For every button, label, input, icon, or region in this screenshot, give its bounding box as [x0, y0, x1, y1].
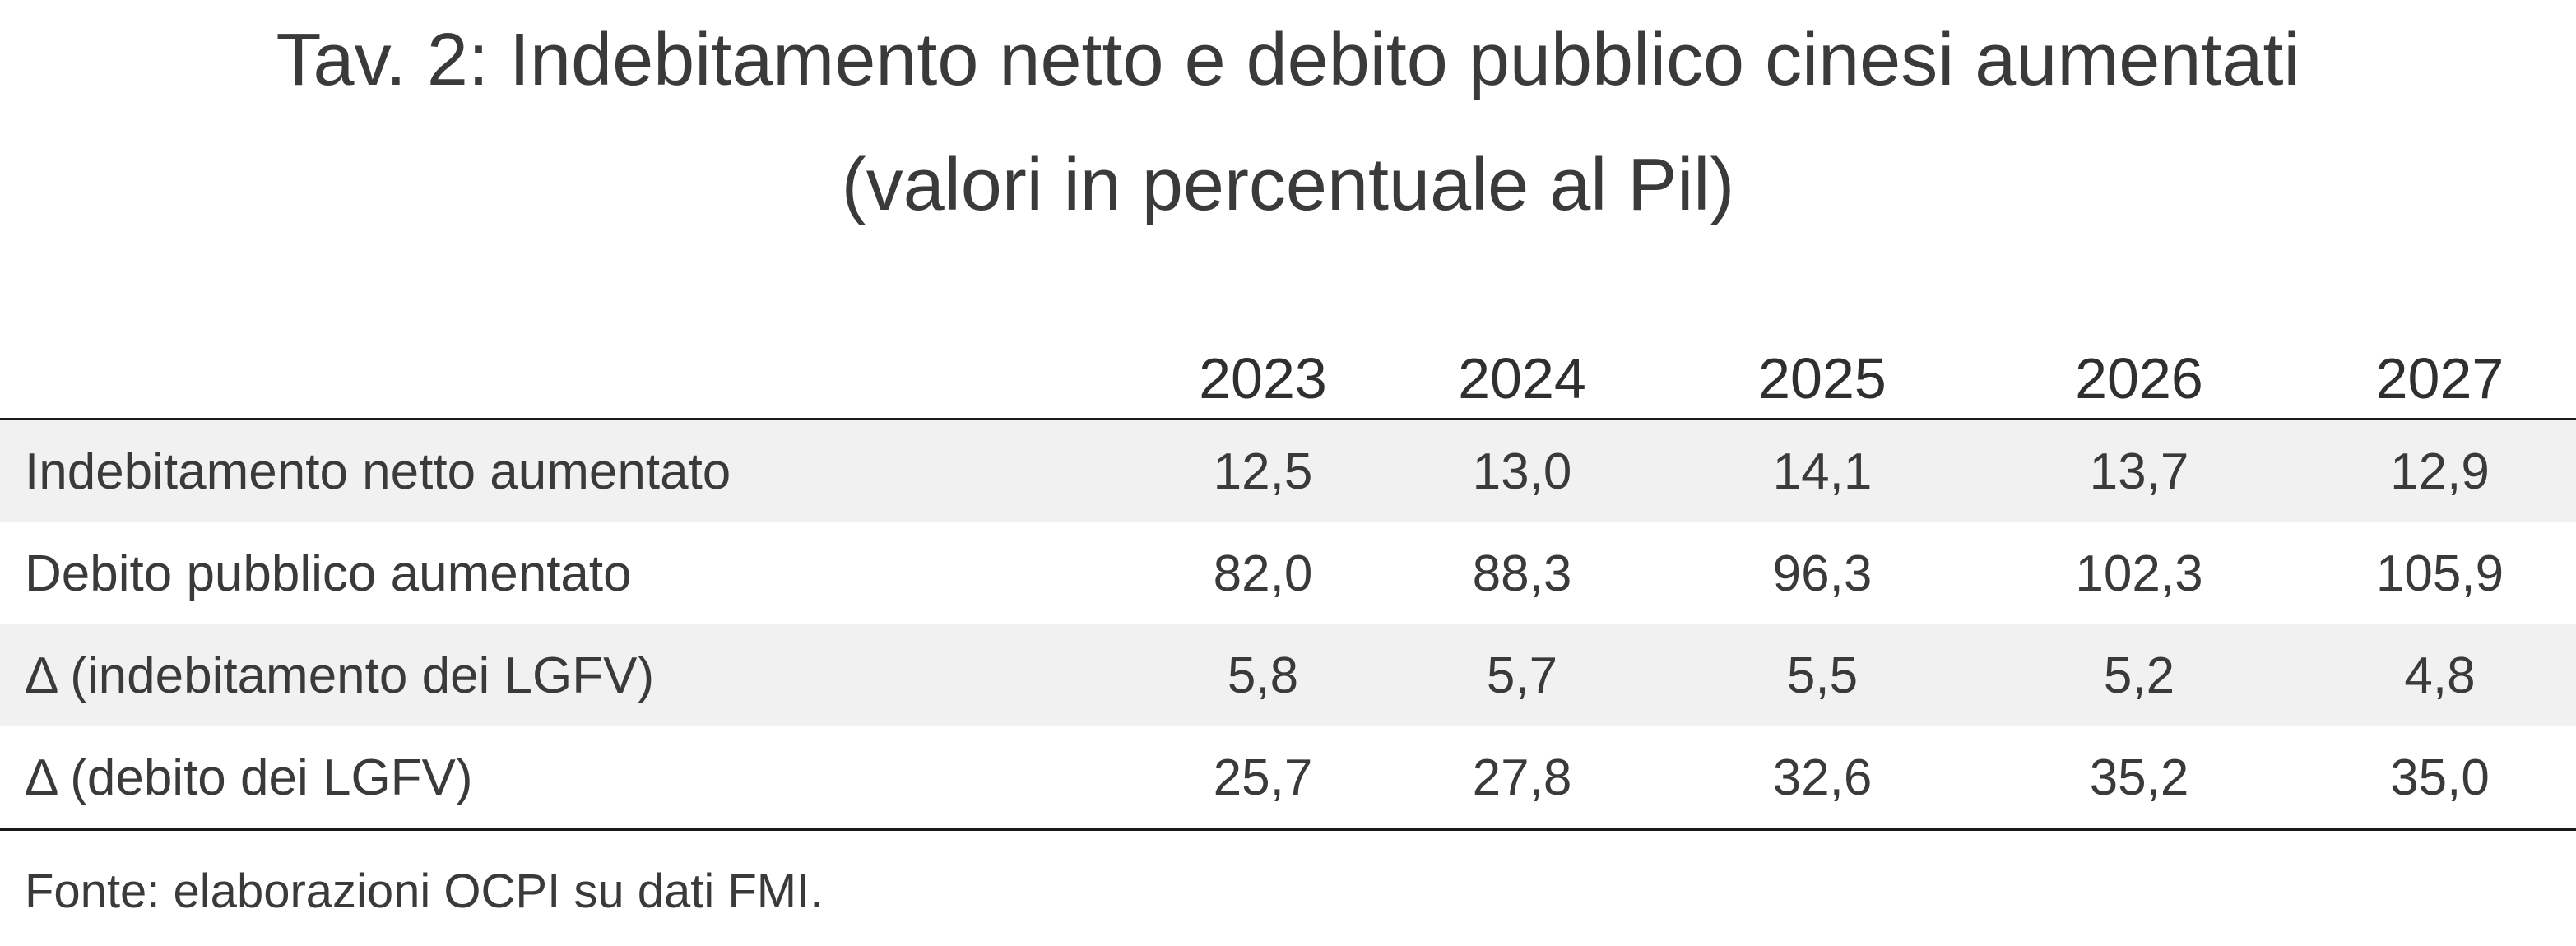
column-header-year: 2025 — [1670, 316, 1975, 420]
column-header-year: 2024 — [1374, 316, 1670, 420]
table-cell: 5,8 — [1152, 624, 1374, 726]
table-cell: 14,1 — [1670, 419, 1975, 522]
table-row: Indebitamento netto aumentato 12,5 13,0 … — [0, 419, 2576, 522]
header-label-cell — [0, 316, 1152, 420]
table-cell: 12,5 — [1152, 419, 1374, 522]
table-cell: 13,7 — [1975, 419, 2304, 522]
table-header-row: 2023 2024 2025 2026 2027 — [0, 316, 2576, 420]
table-row: Debito pubblico aumentato 82,0 88,3 96,3… — [0, 522, 2576, 624]
table-cell: 25,7 — [1152, 726, 1374, 831]
table-cell: 96,3 — [1670, 522, 1975, 624]
column-header-year: 2027 — [2304, 316, 2576, 420]
row-label: Debito pubblico aumentato — [0, 522, 1152, 624]
table-cell: 102,3 — [1975, 522, 2304, 624]
table-cell: 5,5 — [1670, 624, 1975, 726]
table-cell: 5,7 — [1374, 624, 1670, 726]
source-note: Fonte: elaborazioni OCPI su dati FMI. — [25, 865, 824, 918]
column-header-year: 2023 — [1152, 316, 1374, 420]
table-cell: 32,6 — [1670, 726, 1975, 831]
table-row: Δ (indebitamento dei LGFV) 5,8 5,7 5,5 5… — [0, 624, 2576, 726]
row-label: Indebitamento netto aumentato — [0, 419, 1152, 522]
table-cell: 13,0 — [1374, 419, 1670, 522]
table-cell: 88,3 — [1374, 522, 1670, 624]
table-cell: 4,8 — [2304, 624, 2576, 726]
table-cell: 105,9 — [2304, 522, 2576, 624]
table-subtitle: (valori in percentuale al Pil) — [841, 144, 1735, 226]
row-label: Δ (debito dei LGFV) — [0, 726, 1152, 831]
column-header-year: 2026 — [1975, 316, 2304, 420]
table-cell: 5,2 — [1975, 624, 2304, 726]
table-cell: 82,0 — [1152, 522, 1374, 624]
row-label: Δ (indebitamento dei LGFV) — [0, 624, 1152, 726]
table-title: Tav. 2: Indebitamento netto e debito pub… — [276, 19, 2300, 101]
table-cell: 35,2 — [1975, 726, 2304, 831]
table-cell: 12,9 — [2304, 419, 2576, 522]
table-row: Δ (debito dei LGFV) 25,7 27,8 32,6 35,2 … — [0, 726, 2576, 831]
table-cell: 35,0 — [2304, 726, 2576, 831]
table-cell: 27,8 — [1374, 726, 1670, 831]
data-table: 2023 2024 2025 2026 2027 Indebitamento n… — [0, 316, 2576, 831]
